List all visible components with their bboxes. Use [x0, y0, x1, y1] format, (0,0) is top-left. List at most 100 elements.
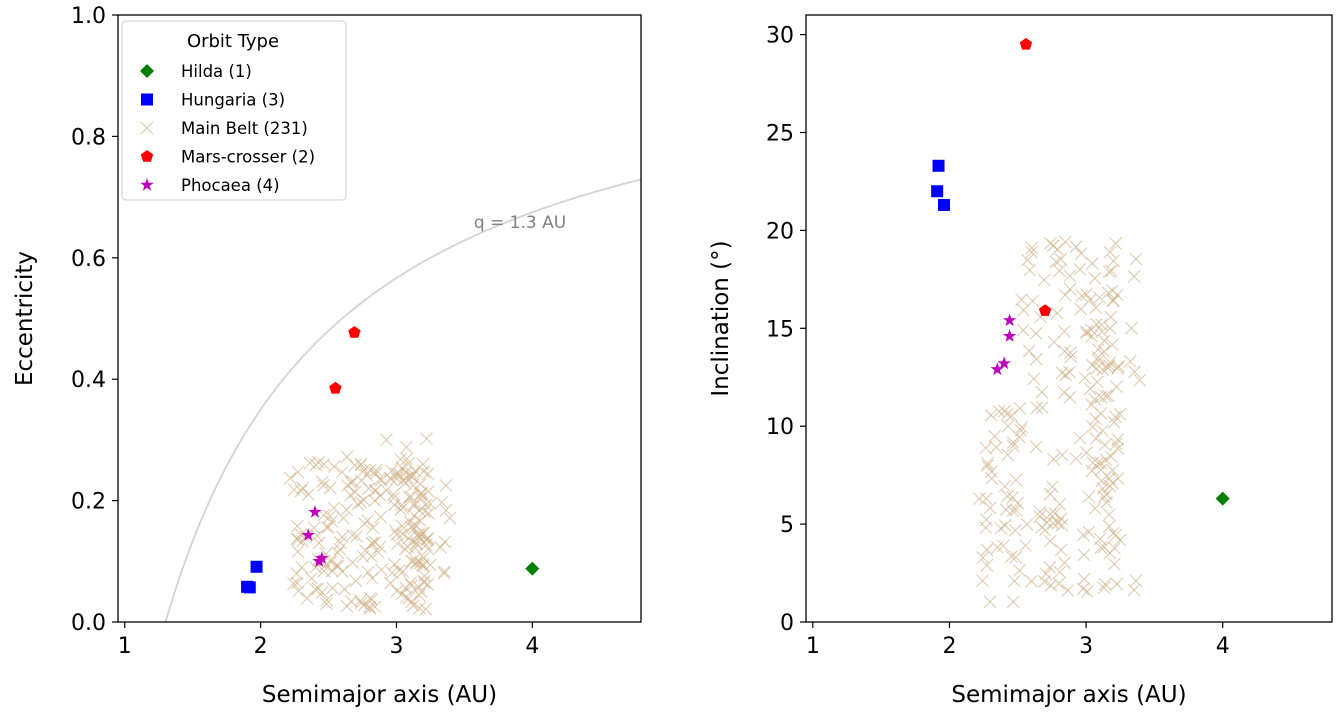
data-point [997, 356, 1011, 370]
data-point [404, 554, 418, 568]
x-stroke [1039, 567, 1053, 581]
legend-entry: Hungaria (3) [181, 91, 285, 110]
data-point [1123, 355, 1137, 368]
x-stroke [390, 584, 404, 598]
data-point [407, 499, 421, 513]
x-stroke [1102, 519, 1116, 533]
x-stroke [1104, 450, 1118, 463]
x-stroke [1063, 282, 1077, 296]
x-stroke [413, 556, 427, 570]
x-stroke [1022, 344, 1036, 358]
x-stroke [1075, 289, 1089, 303]
inc-axes-frame [805, 14, 1333, 623]
x-stroke [399, 466, 412, 480]
data-point [363, 600, 376, 614]
x-stroke [363, 600, 376, 614]
x-stroke [1109, 410, 1122, 424]
x-stroke [1086, 257, 1099, 270]
x-stroke [406, 599, 420, 612]
x-stroke [1015, 293, 1028, 306]
x-stroke [1054, 543, 1068, 557]
inclination-panel: 1 2 3 4 0 5 10 15 20 25 30 Semimajor axis (AU) Incli… [708, 14, 1333, 708]
x-stroke [1033, 510, 1047, 523]
x-stroke [1001, 419, 1015, 433]
x-stroke [413, 601, 426, 615]
x-stroke [1088, 502, 1102, 515]
x-stroke [1005, 550, 1018, 563]
x-stroke [1096, 363, 1110, 376]
data-point [1098, 334, 1111, 347]
x-stroke [369, 466, 383, 480]
x-stroke [981, 459, 994, 473]
x-stroke [1096, 482, 1110, 495]
data-point [1093, 291, 1106, 304]
x-stroke [1033, 505, 1047, 519]
x-stroke [1026, 294, 1040, 308]
data-point [1111, 433, 1125, 446]
data-point [1128, 365, 1141, 379]
x-stroke [1094, 390, 1108, 404]
data-point [1025, 574, 1038, 588]
x-stroke [374, 510, 387, 524]
data-point [366, 521, 380, 535]
x-stroke [976, 574, 989, 588]
x-stroke [420, 432, 433, 446]
x-stroke [1064, 346, 1077, 360]
data-point [327, 460, 341, 473]
x-stroke [405, 470, 419, 484]
x-stroke [1102, 265, 1116, 279]
x-stroke [408, 497, 421, 510]
data-point [326, 581, 339, 595]
data-point [303, 456, 317, 470]
data-point [368, 484, 382, 498]
x-stroke [400, 452, 414, 466]
data-point [1038, 304, 1052, 316]
data-point [1037, 273, 1051, 287]
data-point [981, 457, 994, 470]
data-point [1043, 561, 1057, 574]
data-point [1094, 541, 1108, 554]
data-point [417, 551, 430, 565]
x-stroke [368, 600, 382, 614]
x-stroke [1111, 433, 1125, 446]
data-point [1050, 306, 1064, 320]
data-point [390, 467, 404, 481]
x-tick-label: 2 [254, 634, 268, 659]
data-point [346, 556, 359, 569]
data-point [1097, 345, 1111, 358]
x-stroke [1011, 496, 1025, 510]
x-stroke [322, 520, 335, 534]
data-point [311, 582, 325, 595]
x-stroke [317, 508, 331, 522]
inc-series-hungaria [931, 159, 950, 211]
data-point [394, 452, 407, 466]
data-point [399, 590, 413, 604]
data-point [354, 457, 368, 471]
x-stroke [1127, 270, 1141, 283]
x-stroke [413, 527, 426, 540]
data-point [374, 510, 387, 524]
x-stroke [418, 505, 432, 518]
x-tick-label: 1 [806, 634, 820, 659]
data-point [413, 514, 427, 527]
x-stroke [1133, 373, 1147, 387]
x-stroke [1080, 327, 1093, 340]
x-stroke [1076, 582, 1090, 596]
data-point [308, 505, 322, 518]
x-stroke [1095, 474, 1109, 488]
data-point [335, 465, 349, 479]
x-stroke [1109, 237, 1122, 250]
data-point [1029, 440, 1043, 454]
x-stroke [421, 467, 435, 481]
x-stroke [1079, 288, 1093, 301]
x-stroke [1090, 318, 1103, 331]
data-point [1049, 255, 1063, 269]
data-point [983, 501, 997, 515]
data-point [416, 457, 430, 471]
x-stroke [1092, 354, 1106, 367]
data-point [1091, 456, 1105, 470]
x-stroke [1090, 375, 1104, 389]
x-stroke [1080, 585, 1094, 599]
x-stroke [1097, 345, 1111, 358]
x-stroke [1080, 446, 1093, 459]
